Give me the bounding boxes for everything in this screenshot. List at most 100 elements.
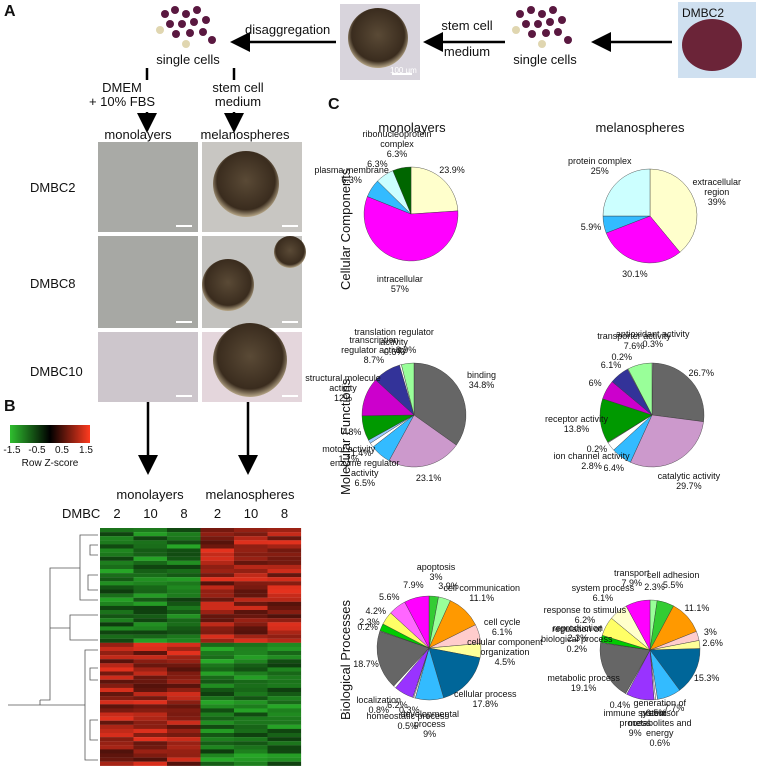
heatmap-cell	[133, 577, 168, 582]
slice-label: cell adhesion 5.5%	[647, 570, 700, 590]
heatmap-cell	[267, 610, 302, 615]
heatmap-cell	[100, 663, 134, 668]
heatmap-cell	[167, 663, 201, 668]
key-title: Row Z-score	[21, 458, 79, 469]
heatmap-cell	[167, 753, 201, 758]
heatmap-cell	[100, 679, 134, 684]
heatmap-cell	[133, 573, 168, 578]
heatmap-cell	[200, 638, 235, 643]
slice-value: 0.3%	[399, 704, 420, 715]
heatmap-cell	[100, 560, 134, 565]
row-label: DMBC	[62, 506, 101, 521]
heatmap-cell	[167, 716, 201, 721]
pie	[361, 362, 467, 468]
heatmap-cell	[200, 753, 235, 758]
heatmap-cell	[100, 675, 134, 680]
heatmap-cell	[167, 728, 201, 734]
slice-value: 0.3%	[642, 339, 663, 349]
heatmap-cell	[133, 638, 168, 643]
slice-value: 6.1%	[592, 592, 614, 603]
heatmap-cell	[267, 536, 302, 541]
slice-name: developmental process	[400, 708, 459, 729]
heatmap-cell	[234, 560, 268, 565]
heatmap-cell	[100, 696, 134, 701]
heatmap-cell	[200, 597, 235, 602]
column-label: 2	[213, 506, 222, 521]
heatmap-cell	[267, 581, 302, 586]
pie-slice	[605, 215, 681, 264]
heatmap-cell	[167, 724, 201, 729]
slice-value: 4.5%	[494, 656, 516, 667]
heatmap-cell	[133, 593, 168, 598]
heatmap-cell	[100, 642, 134, 647]
slice-name: transport	[614, 568, 650, 579]
heatmap-cell	[200, 626, 235, 631]
heatmap-cell	[267, 569, 302, 574]
heatmap-cell	[100, 589, 134, 594]
condition: + 10% FBS	[88, 94, 156, 109]
slice-value: 39%	[707, 196, 726, 207]
heatmap-cell	[100, 749, 134, 754]
heatmap-cell	[100, 704, 134, 709]
heatmap-cell	[200, 560, 235, 565]
heatmap-cell	[100, 585, 134, 590]
heatmap-cell	[100, 610, 134, 615]
pie-slice	[363, 196, 459, 262]
heatmap-cell	[267, 642, 302, 647]
heatmap-cell	[234, 548, 268, 553]
heatmap-cell	[133, 655, 168, 660]
heatmap-cell	[100, 753, 134, 758]
heatmap-cell	[133, 749, 168, 754]
heatmap-cell	[267, 544, 302, 549]
heatmap-cell	[267, 749, 302, 754]
slice-value: 3%	[429, 572, 443, 583]
panel-label: C	[328, 96, 340, 113]
heatmap-cell	[100, 720, 134, 725]
heatmap-cell	[133, 737, 168, 742]
step-label: single cells	[513, 52, 577, 67]
heatmap-cell	[100, 564, 134, 570]
heatmap-cell	[133, 548, 168, 553]
slice-value: 3%	[703, 627, 717, 638]
heatmap-cell	[234, 573, 268, 578]
heatmap-cell	[234, 601, 268, 606]
heatmap-cell	[234, 679, 268, 684]
slice-value: 8.7%	[363, 355, 385, 366]
heatmap-cell	[100, 581, 134, 586]
slice-value: 6.3%	[341, 175, 362, 186]
heatmap-cell	[133, 757, 168, 762]
slice-value: 6.3%	[386, 149, 408, 160]
slice-label: transporter activity 7.6%	[597, 331, 671, 351]
slice-value: 1.4%	[350, 447, 372, 458]
heatmap-cell	[200, 532, 235, 537]
slice-name: structural molecule activity	[305, 372, 381, 393]
heatmap-cell	[167, 569, 201, 574]
step-label: medium	[443, 44, 491, 59]
heatmap-cell	[167, 532, 201, 537]
heatmap-cell	[167, 757, 201, 762]
slice-name: apoptosis	[416, 562, 456, 573]
slice-value: 12%	[333, 392, 352, 403]
heatmap-cell	[133, 532, 168, 537]
slice-value: 2.3%	[567, 633, 589, 644]
heatmap-cell	[100, 630, 134, 635]
heatmap-cell	[133, 589, 168, 594]
heatmap-cell	[200, 757, 235, 762]
slice-value: 9%	[423, 728, 437, 739]
slice-label: metabolic process 19.1%	[547, 673, 620, 693]
slice-label: 23.1%	[416, 473, 442, 483]
heatmap-cell	[234, 696, 268, 701]
pie-slice	[625, 599, 651, 651]
heatmap-cell	[267, 737, 302, 742]
slice-value: 7.6%	[623, 341, 645, 352]
slice-label: 15.3%	[694, 673, 720, 683]
slice-label: cellular process 17.8%	[454, 689, 517, 709]
heatmap-cell	[167, 593, 201, 598]
slice-label: 7.9%	[403, 580, 424, 590]
heatmap-cell	[133, 700, 168, 705]
heatmap-cell	[133, 569, 168, 574]
pie-slice	[630, 414, 704, 468]
heatmap-cell	[167, 634, 201, 639]
slice-label: 30.1%	[622, 269, 648, 279]
heatmap-cell	[100, 659, 134, 664]
